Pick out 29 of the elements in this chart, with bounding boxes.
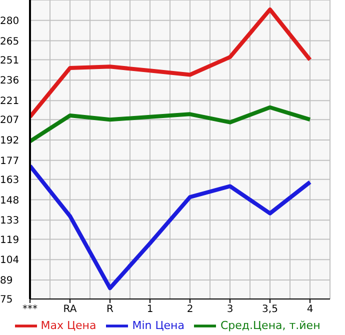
y-tick-label: 148 bbox=[0, 195, 20, 206]
line-series bbox=[30, 8, 312, 119]
y-tick-label: 104 bbox=[0, 255, 20, 266]
x-tick-label: 2 bbox=[186, 304, 194, 316]
y-tick-label: 236 bbox=[0, 76, 20, 87]
y-tick-label: 119 bbox=[0, 234, 20, 246]
y-tick-label: 221 bbox=[0, 96, 20, 108]
legend-label: Max Цена bbox=[40, 319, 96, 332]
y-tick-label: 163 bbox=[0, 174, 20, 186]
x-tick-label: R bbox=[106, 304, 114, 316]
legend-label: Min Цена bbox=[132, 319, 184, 332]
line-series bbox=[30, 164, 312, 290]
y-tick-label: 75 bbox=[0, 294, 13, 306]
y-tick-label: 89 bbox=[0, 276, 13, 287]
legend-label: Сред.Цена, т.йен bbox=[220, 319, 320, 332]
x-tick-label: 3,5 bbox=[262, 304, 278, 316]
x-tick-label: 4 bbox=[306, 304, 314, 316]
x-tick-label: *** bbox=[22, 304, 38, 316]
x-tick-label: 1 bbox=[146, 304, 154, 316]
line-series bbox=[30, 105, 312, 144]
y-tick-label: 251 bbox=[0, 55, 20, 66]
y-tick-label: 280 bbox=[0, 16, 20, 27]
y-tick-label: 207 bbox=[0, 115, 20, 126]
y-tick-label: 265 bbox=[0, 36, 20, 48]
y-tick-label: 192 bbox=[0, 136, 20, 147]
y-tick-label: 177 bbox=[0, 156, 20, 167]
y-tick-label: 133 bbox=[0, 216, 20, 227]
x-tick-label: 3 bbox=[226, 304, 234, 316]
x-tick-label: RA bbox=[63, 304, 77, 316]
